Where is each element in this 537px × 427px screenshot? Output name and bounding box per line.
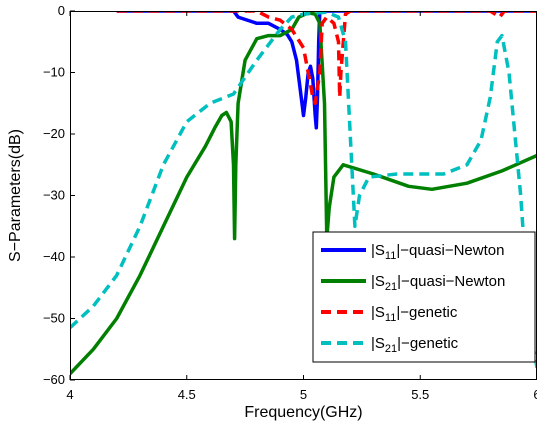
- legend: |S11|−quasi−Newton |S21|−quasi−Newton |S11…: [312, 231, 536, 363]
- series-line-1: [116, 11, 537, 130]
- y-axis: −60 −50 −40 −30 −20 −10 0: [43, 3, 75, 387]
- x-tick-label: 4.5: [178, 387, 196, 402]
- y-tick-label: 0: [58, 3, 65, 18]
- legend-label-2: |S21|−quasi−Newton: [371, 273, 505, 293]
- x-tick-label: 5.5: [411, 387, 429, 402]
- legend-label-4: |S21|−genetic: [371, 335, 459, 355]
- series-line-3: [116, 11, 537, 106]
- x-tick-label: 4: [66, 387, 73, 402]
- series-line-2: [70, 11, 537, 376]
- y-tick-label: −30: [43, 188, 65, 203]
- legend-label-3: |S11|−genetic: [371, 304, 458, 324]
- y-tick-label: −40: [43, 249, 65, 264]
- y-tick-label: −60: [43, 372, 65, 387]
- x-axis: 4 4.5 5 5.5 6: [66, 11, 537, 402]
- legend-label-1: |S11|−quasi−Newton: [371, 242, 504, 262]
- x-axis-label: Frequency(GHz): [244, 404, 362, 421]
- y-tick-label: −20: [43, 126, 65, 141]
- x-tick-label: 6: [533, 387, 537, 402]
- y-axis-label: S−Parameters(dB): [7, 129, 24, 262]
- x-tick-label: 5: [300, 387, 307, 402]
- legend-box: [312, 231, 536, 363]
- series-line-4: [70, 11, 537, 369]
- series-layer: [70, 11, 537, 376]
- y-tick-label: −50: [43, 311, 65, 326]
- y-tick-label: −10: [43, 65, 65, 80]
